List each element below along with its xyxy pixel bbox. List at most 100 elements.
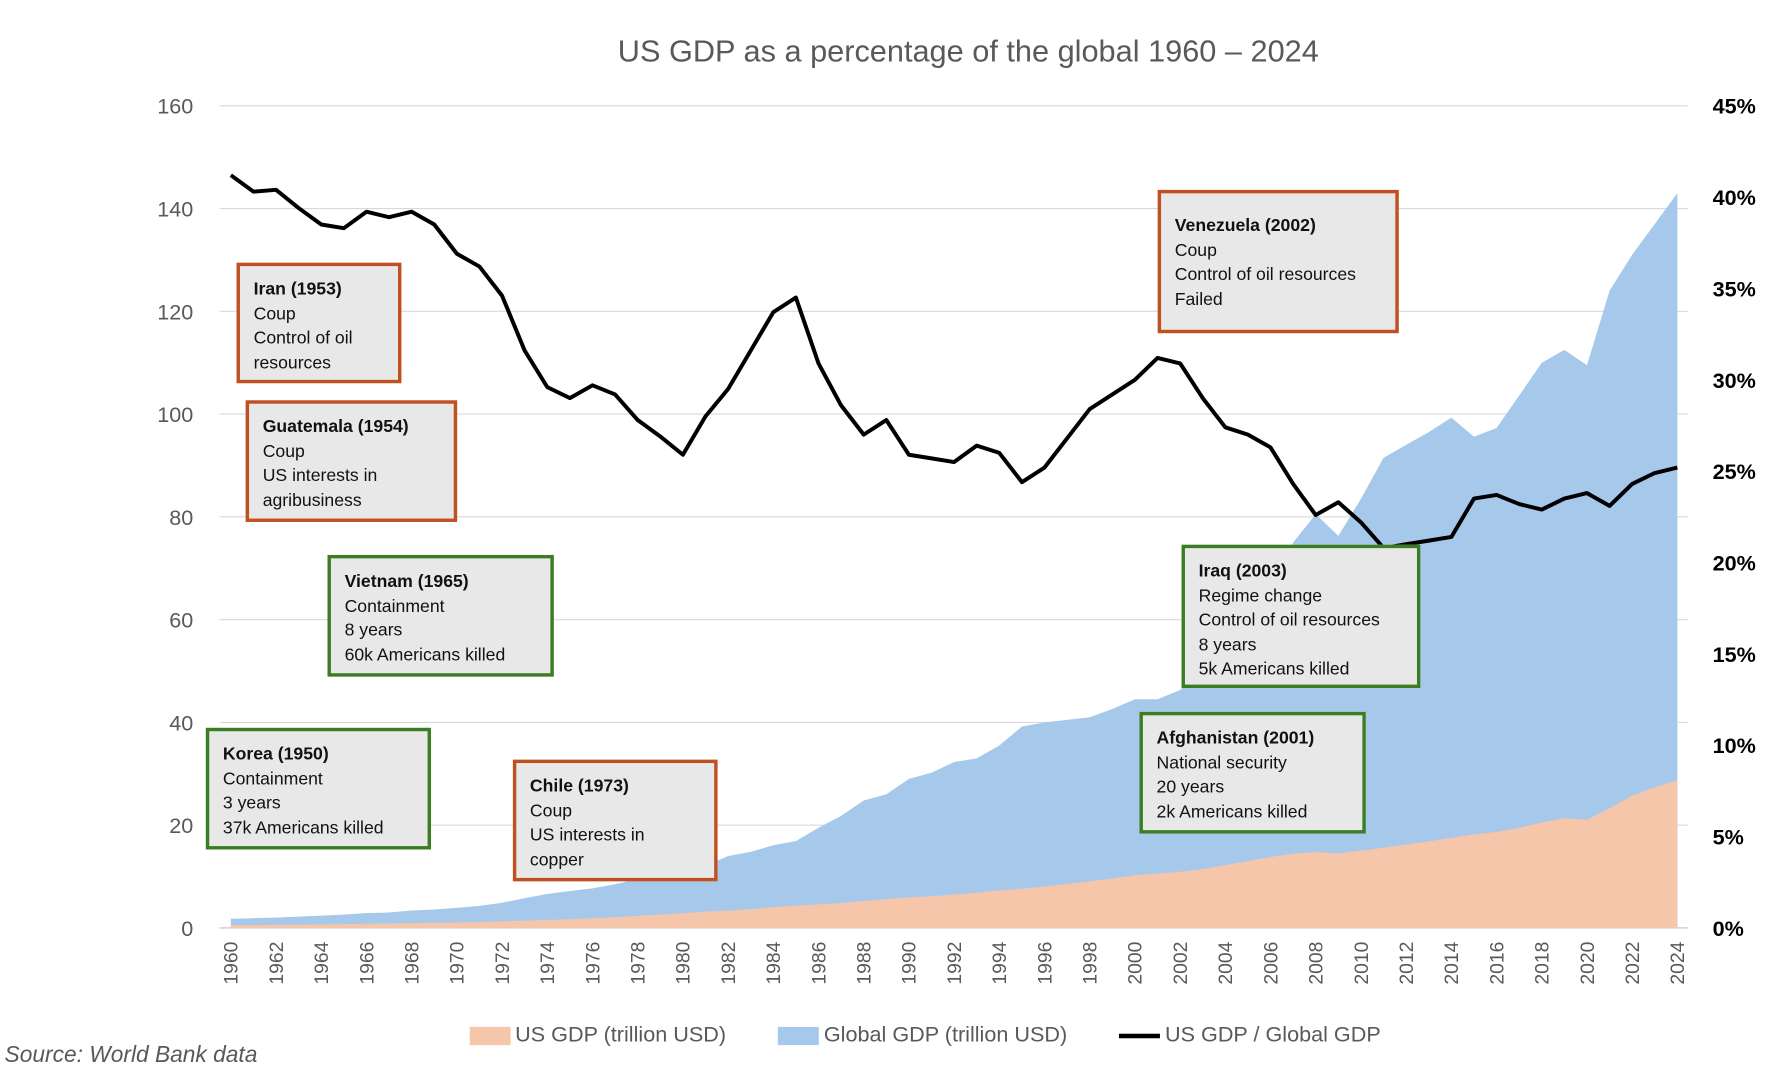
y-tick-label-right: 5% — [1713, 825, 1744, 850]
legend-label: Global GDP (trillion USD) — [823, 1023, 1068, 1048]
annotation-line: 3 years — [222, 793, 281, 814]
x-tick-label: 2000 — [1126, 942, 1147, 985]
y-tick-label-left: 140 — [157, 196, 193, 221]
legend-swatch — [1119, 1033, 1161, 1039]
y-tick-label-right: 20% — [1713, 550, 1756, 575]
legend-swatch — [469, 1026, 511, 1046]
chart-title: US GDP as a percentage of the global 196… — [617, 34, 1319, 69]
x-tick-label: 1976 — [583, 942, 604, 985]
y-tick-label-right: 0% — [1713, 916, 1744, 941]
annotation-afghanistan: Afghanistan (2001) National security 20 … — [1139, 711, 1366, 834]
annotation-line: agribusiness — [262, 490, 362, 511]
annotation-line: Control of oil — [253, 328, 353, 348]
annotation-line: National security — [1156, 753, 1287, 773]
legend-item-ratio: US GDP / Global GDP — [1119, 1023, 1381, 1048]
annotation-title: Venezuela (2002) — [1174, 216, 1316, 236]
annotation-line: Coup — [1174, 240, 1217, 260]
x-tick-label: 1962 — [267, 942, 288, 985]
y-tick-label-right: 25% — [1713, 459, 1756, 484]
x-tick-label: 1998 — [1081, 942, 1102, 985]
x-tick-label: 1974 — [538, 941, 559, 984]
y-tick-label-left: 120 — [157, 299, 193, 324]
x-tick-label: 2002 — [1171, 942, 1192, 985]
source-note: Source: World Bank data — [4, 1042, 258, 1068]
x-tick-label: 1986 — [809, 942, 830, 985]
y-tick-label-left: 160 — [157, 94, 193, 119]
annotation-title: Afghanistan (2001) — [1156, 728, 1315, 749]
us-gdp-area — [230, 780, 1678, 928]
annotation-line: US interests in — [529, 825, 645, 845]
annotation-title: Chile (1973) — [529, 776, 629, 797]
x-tick-label: 2016 — [1487, 942, 1508, 985]
annotation-line: 8 years — [1198, 635, 1257, 655]
y-tick-label-left: 60 — [169, 608, 193, 633]
us-share-line — [229, 173, 1678, 550]
annotation-line: Failed — [1174, 289, 1223, 309]
y-tick-label-left: 20 — [169, 813, 193, 838]
annotation-line: resources — [253, 353, 331, 373]
annotation-line: 5k Americans killed — [1198, 659, 1350, 679]
legend-label: US GDP (trillion USD) — [515, 1023, 727, 1048]
legend-item-us-gdp: US GDP (trillion USD) — [469, 1023, 727, 1048]
legend-swatch — [778, 1026, 820, 1046]
x-tick-label: 2006 — [1261, 942, 1282, 985]
y-tick-label-right: 15% — [1713, 642, 1756, 667]
x-tick-label: 1990 — [900, 942, 921, 985]
x-tick-label: 1988 — [855, 942, 876, 985]
x-tick-label: 1992 — [945, 942, 966, 985]
y-tick-label-right: 40% — [1713, 185, 1756, 210]
annotation-line: 2k Americans killed — [1156, 802, 1308, 822]
annotation-vietnam: Vietnam (1965) Containment 8 years 60k A… — [327, 554, 554, 677]
x-tick-label: 1966 — [357, 942, 378, 985]
annotation-title: Iraq (2003) — [1198, 561, 1287, 582]
annotation-line: Regime change — [1198, 586, 1323, 606]
x-tick-label: 1994 — [990, 941, 1011, 984]
annotation-line: 20 years — [1156, 777, 1225, 798]
annotation-line: Coup — [262, 441, 305, 462]
x-tick-label: 2024 — [1668, 941, 1689, 984]
annotation-venezuela: Venezuela (2002) Coup Control of oil res… — [1157, 189, 1399, 334]
annotation-line: US interests in — [262, 466, 378, 486]
annotation-line: Control of oil resources — [1174, 264, 1356, 285]
annotation-line: Containment — [222, 769, 323, 789]
annotation-line: Coup — [529, 801, 573, 821]
y-tick-label-right: 35% — [1713, 276, 1756, 301]
x-tick-label: 1996 — [1035, 942, 1056, 985]
y-tick-label-left: 0 — [181, 916, 193, 941]
annotation-line: copper — [529, 850, 584, 870]
x-tick-label: 2020 — [1578, 942, 1599, 985]
x-tick-label: 2004 — [1216, 941, 1237, 984]
y-tick-label-right: 30% — [1713, 368, 1756, 393]
x-tick-label: 1968 — [402, 942, 423, 985]
legend: US GDP (trillion USD) Global GDP (trilli… — [469, 1023, 1433, 1048]
y-tick-label-right: 45% — [1713, 94, 1756, 119]
x-tick-label: 1964 — [312, 941, 333, 984]
x-tick-label: 1978 — [629, 942, 650, 985]
x-tick-label: 2022 — [1623, 942, 1644, 985]
annotation-guatemala: Guatemala (1954) Coup US interests in ag… — [245, 400, 458, 522]
x-tick-label: 1970 — [448, 942, 469, 985]
annotation-line: Coup — [253, 304, 296, 324]
annotation-line: Control of oil resources — [1198, 610, 1380, 631]
x-tick-label: 2010 — [1352, 942, 1373, 985]
y-tick-label-left: 40 — [169, 710, 193, 735]
x-tick-label: 1982 — [719, 942, 740, 985]
annotation-line: 60k Americans killed — [344, 645, 506, 665]
x-tick-label: 2014 — [1442, 941, 1463, 984]
y-tick-label-left: 100 — [157, 402, 193, 427]
y-tick-label-right: 10% — [1713, 733, 1756, 758]
x-tick-label: 1960 — [222, 942, 243, 985]
annotation-line: Containment — [344, 596, 445, 616]
annotation-title: Guatemala (1954) — [262, 417, 409, 437]
annotation-korea: Korea (1950) Containment 3 years 37k Ame… — [205, 727, 431, 850]
annotation-iraq: Iraq (2003) Regime change Control of oil… — [1181, 544, 1421, 689]
x-tick-label: 2018 — [1533, 942, 1554, 985]
annotation-title: Korea (1950) — [222, 744, 329, 765]
legend-label: US GDP / Global GDP — [1165, 1023, 1381, 1048]
y-tick-label-left: 80 — [169, 505, 193, 530]
x-tick-label: 1972 — [493, 942, 514, 985]
x-tick-label: 2008 — [1307, 942, 1328, 985]
legend-item-global-gdp: Global GDP (trillion USD) — [778, 1023, 1067, 1048]
